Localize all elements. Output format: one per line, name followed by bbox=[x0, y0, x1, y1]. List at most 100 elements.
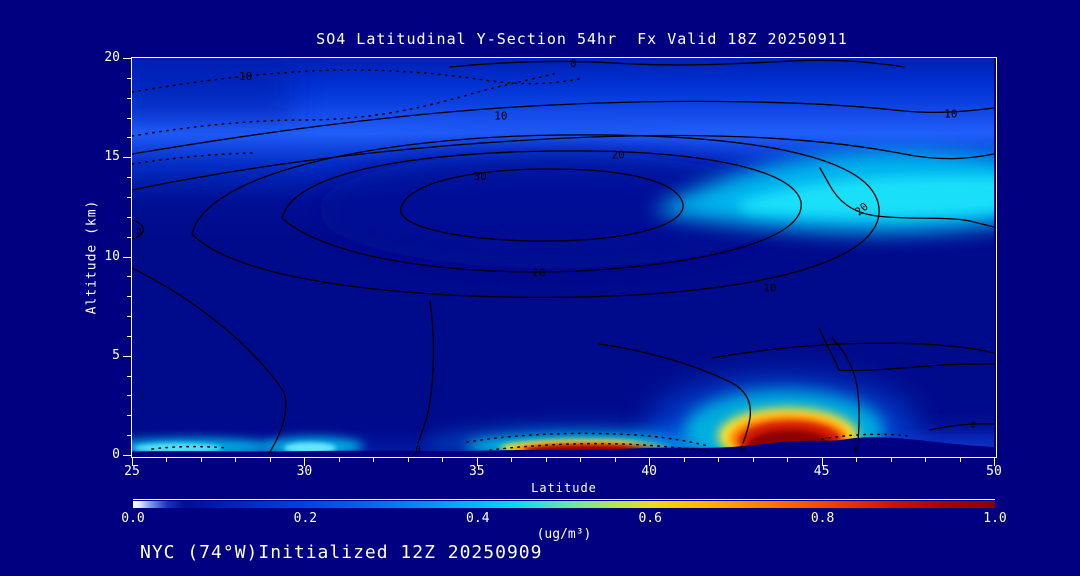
x-tick-label: 35 bbox=[468, 464, 485, 479]
y-tick-label: 10 bbox=[104, 248, 120, 264]
x-tick bbox=[614, 458, 616, 462]
y-tick bbox=[127, 196, 131, 198]
colorbar-tick-label: 0.2 bbox=[293, 511, 318, 526]
colorbar-tick-labels: 0.0 0.2 0.4 0.6 0.8 1.0 bbox=[121, 511, 1006, 527]
contour-left-0 bbox=[132, 219, 144, 240]
x-tick bbox=[545, 458, 547, 462]
contour-lower-7 bbox=[929, 423, 994, 431]
x-axis-ticks bbox=[132, 458, 996, 468]
contour-lines bbox=[132, 59, 994, 455]
y-tick bbox=[127, 296, 131, 298]
contour-neg10-dotted bbox=[132, 69, 585, 93]
contour-lower-1 bbox=[132, 267, 287, 455]
x-tick-label: 30 bbox=[296, 464, 313, 479]
x-axis-title: Latitude bbox=[531, 481, 597, 495]
chart-title: SO4 Latitudinal Y-Section 54hr Fx Valid … bbox=[316, 30, 848, 48]
x-tick-label: 25 bbox=[124, 464, 140, 479]
y-tick bbox=[127, 415, 131, 417]
contour-lower-5 bbox=[711, 342, 994, 359]
x-tick bbox=[338, 458, 340, 462]
y-tick bbox=[127, 77, 131, 79]
contour-label: 20 bbox=[532, 266, 545, 279]
x-tick bbox=[200, 458, 202, 462]
colorbar-tick-label: 0.8 bbox=[810, 511, 835, 526]
colorbar-unit-label: (ug/m³) bbox=[536, 527, 592, 542]
colorbar bbox=[133, 501, 995, 508]
contour-lower-4 bbox=[831, 337, 860, 443]
contour-10-upper bbox=[132, 100, 994, 155]
y-tick-label: 0 bbox=[112, 447, 120, 462]
y-tick bbox=[127, 316, 131, 318]
contour-label: 30 bbox=[474, 170, 487, 183]
contour-0-top bbox=[449, 59, 905, 68]
fill-layers bbox=[132, 58, 994, 455]
contour-label: 0 bbox=[740, 445, 745, 455]
y-tick bbox=[127, 435, 131, 437]
contour-label: 20 bbox=[612, 148, 625, 161]
y-tick bbox=[127, 236, 131, 238]
x-tick bbox=[235, 458, 237, 462]
y-axis-tick-labels: 0 5 10 15 20 bbox=[86, 50, 120, 462]
y-tick-label: 15 bbox=[104, 149, 120, 165]
y-tick bbox=[127, 335, 131, 337]
x-tick-label: 40 bbox=[641, 464, 658, 479]
y-tick bbox=[127, 137, 131, 139]
contour-label: 0 bbox=[971, 421, 976, 431]
x-tick bbox=[407, 458, 409, 462]
x-tick bbox=[580, 458, 582, 462]
y-tick bbox=[123, 256, 131, 258]
x-tick bbox=[476, 458, 478, 466]
colorbar-tick-label: 1.0 bbox=[983, 511, 1007, 526]
contour-label: 0 bbox=[136, 228, 141, 238]
contour-label: 0 bbox=[570, 58, 577, 70]
contour-lines-dotted bbox=[132, 69, 909, 452]
x-tick bbox=[683, 458, 685, 462]
y-tick bbox=[127, 395, 131, 397]
x-tick bbox=[373, 458, 375, 462]
y-axis-title: Altitude (km) bbox=[84, 199, 100, 315]
contour-label: 10 bbox=[763, 281, 776, 294]
contour-label: 0 bbox=[853, 445, 858, 455]
contour-label: 10 bbox=[494, 110, 507, 123]
x-tick bbox=[994, 458, 995, 466]
contour-lower-2 bbox=[417, 300, 435, 444]
contour-30-loop bbox=[399, 168, 684, 242]
x-axis-tick-labels: 25 30 35 40 45 50 bbox=[124, 464, 1002, 480]
x-tick bbox=[718, 458, 720, 462]
contour-20-right bbox=[819, 167, 994, 228]
y-tick bbox=[127, 216, 131, 218]
y-tick bbox=[123, 58, 131, 59]
y-tick bbox=[127, 375, 131, 377]
x-tick bbox=[752, 458, 754, 462]
y-tick bbox=[127, 117, 131, 119]
y-axis-ticks bbox=[123, 58, 131, 456]
x-tick bbox=[269, 458, 271, 462]
contour-label: 10 bbox=[944, 108, 957, 121]
y-tick bbox=[123, 355, 131, 357]
contour-label: 0 bbox=[415, 445, 420, 455]
x-tick-label: 50 bbox=[986, 464, 1002, 479]
x-tick bbox=[511, 458, 513, 462]
x-tick bbox=[442, 458, 444, 462]
contour-10-loop bbox=[191, 134, 880, 299]
contour-20-loop bbox=[281, 150, 802, 273]
x-tick bbox=[925, 458, 927, 462]
contour-lower-3 bbox=[598, 343, 752, 444]
y-tick bbox=[123, 455, 131, 456]
y-tick bbox=[123, 157, 131, 159]
x-tick bbox=[959, 458, 961, 462]
x-tick-label: 45 bbox=[813, 464, 830, 479]
x-tick bbox=[649, 458, 651, 466]
colorbar-tick-label: 0.0 bbox=[121, 511, 145, 526]
y-tick-label: 20 bbox=[104, 50, 120, 65]
colorbar-tick-label: 0.6 bbox=[638, 511, 662, 526]
x-tick bbox=[166, 458, 168, 462]
contour-20-upper bbox=[132, 134, 994, 191]
contour-lower-6 bbox=[818, 327, 994, 372]
y-tick bbox=[127, 276, 131, 278]
y-tick bbox=[127, 97, 131, 99]
station-init-label: NYC (74°W)Initialized 12Z 20250909 bbox=[140, 542, 543, 563]
y-tick bbox=[127, 177, 131, 179]
